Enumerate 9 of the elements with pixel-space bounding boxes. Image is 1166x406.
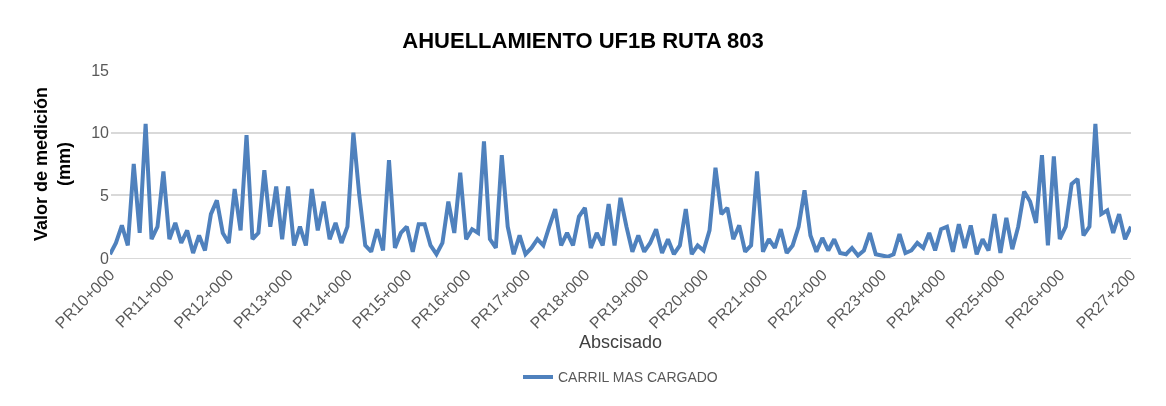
legend-label: CARRIL MAS CARGADO [558, 369, 718, 386]
line-series [110, 121, 1131, 258]
y-tick-label: 5 [100, 186, 110, 204]
chart-title: AHUELLAMIENTO UF1B RUTA 803 [402, 27, 764, 53]
x-axis-title: Abscisado [578, 331, 663, 352]
y-tick-label: 0 [100, 249, 110, 267]
y-tick-label: 10 [91, 124, 110, 142]
y-tick-label: 15 [91, 61, 110, 79]
y-axis-title: Valor de medición (mm) [31, 86, 75, 242]
